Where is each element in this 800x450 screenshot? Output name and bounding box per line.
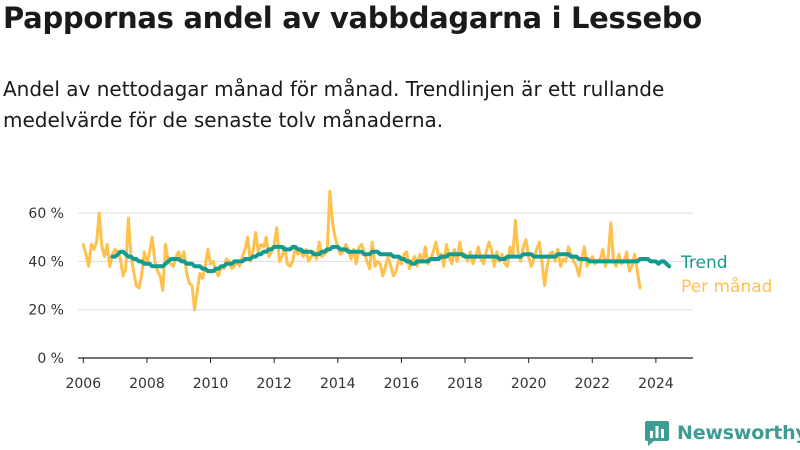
y-tick-label: 20 % <box>28 303 64 319</box>
series-line-per-manad <box>81 189 642 312</box>
chart-subtitle: Andel av nettodagar månad för månad. Tre… <box>3 77 665 132</box>
series-line-trend <box>110 244 672 274</box>
x-tick-label: 2020 <box>511 376 547 392</box>
y-tick-label: 0 % <box>37 351 64 367</box>
brand-name: Newsworthy <box>677 422 800 444</box>
series-group <box>81 189 672 312</box>
x-tick-label: 2012 <box>256 376 292 392</box>
y-tick-label: 40 % <box>28 254 64 270</box>
x-axis: 2006 2008 2010 2012 2014 2016 2018 2020 2022 2024 <box>65 357 693 392</box>
legend: Trend Per månad <box>680 253 772 297</box>
newsworthy-logo: Newsworthy <box>644 420 800 446</box>
x-tick-label: 2022 <box>574 376 610 392</box>
y-axis: 0 % 20 % 40 % 60 % <box>28 206 64 367</box>
x-tick-label: 2014 <box>320 376 356 392</box>
x-tick-label: 2024 <box>638 376 674 392</box>
y-tick-label: 60 % <box>28 206 64 222</box>
chart-title: Pappornas andel av vabbdagarna i Lessebo <box>3 1 702 35</box>
x-tick-label: 2016 <box>384 376 420 392</box>
x-tick-label: 2008 <box>129 376 165 392</box>
x-tick-label: 2018 <box>447 376 483 392</box>
legend-label-per-manad: Per månad <box>681 276 772 297</box>
bar-chart-logo-icon <box>645 421 669 446</box>
x-tick-label: 2010 <box>193 376 229 392</box>
legend-label-trend: Trend <box>680 253 728 273</box>
x-tick-label: 2006 <box>65 376 101 392</box>
